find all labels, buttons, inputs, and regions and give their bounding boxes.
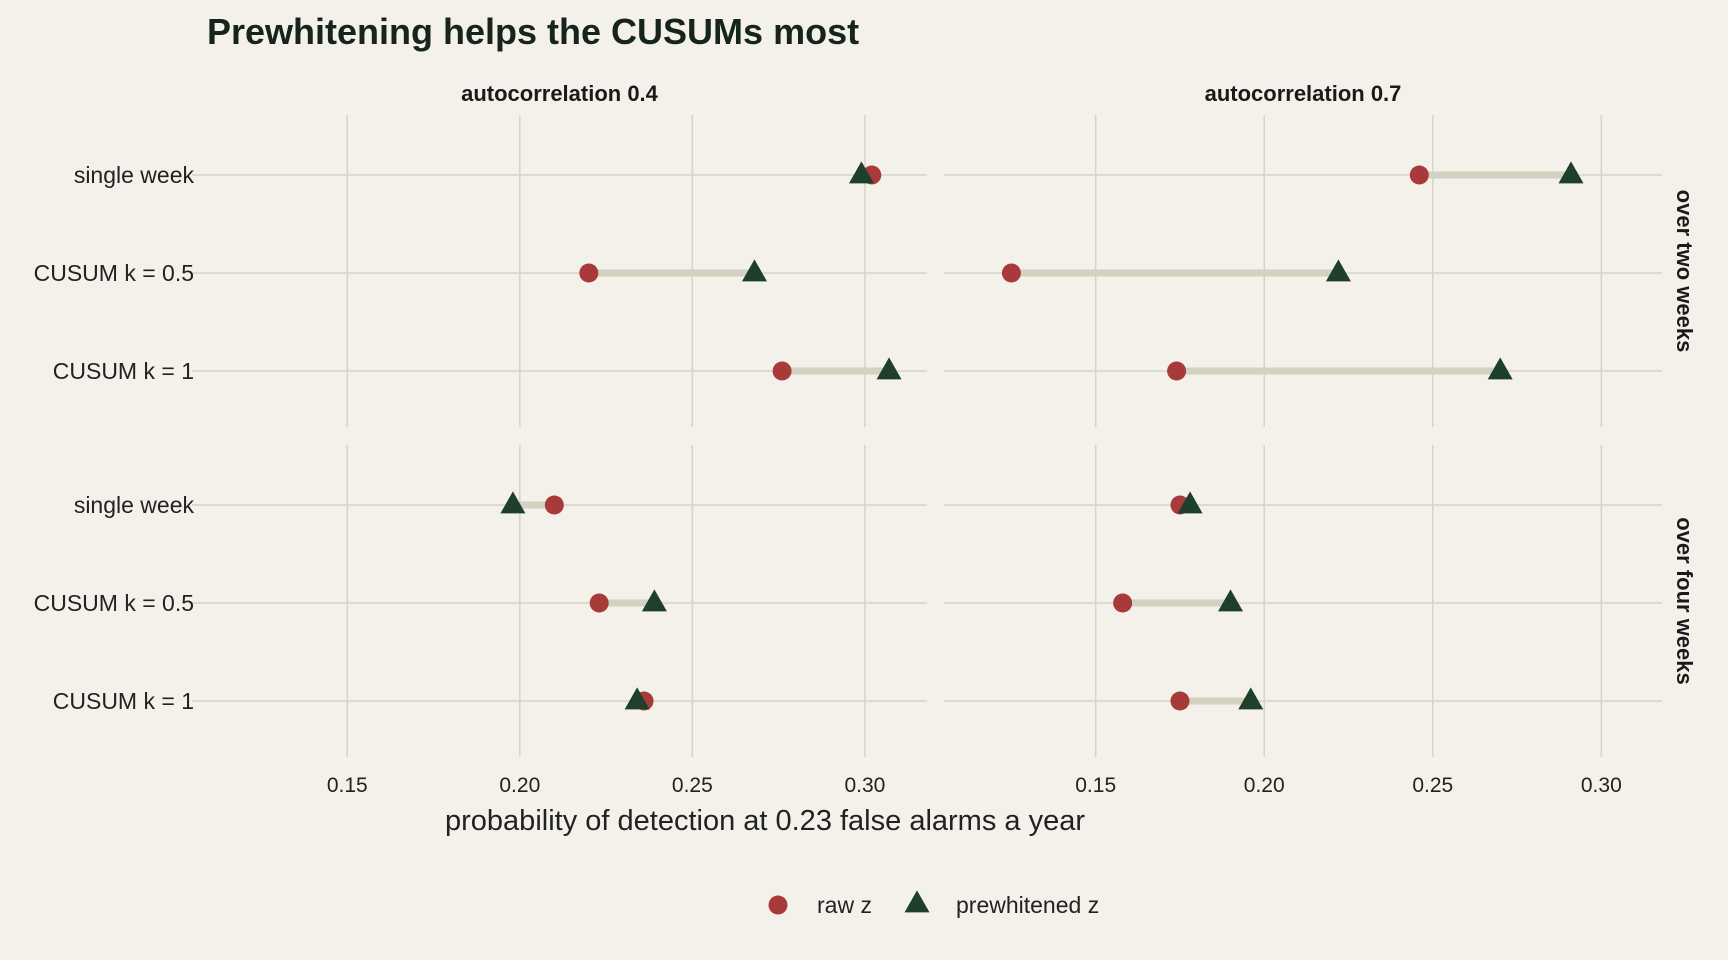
legend: raw z prewhitened z [768, 890, 1099, 918]
prewhitened-z-point [1177, 491, 1203, 514]
category-label: CUSUM k = 1 [53, 688, 194, 714]
prewhitened-z-point [848, 161, 874, 184]
raw-z-point [544, 495, 564, 515]
prewhitened-z-point [876, 357, 902, 380]
facet-panels: single week CUSUM k = 0.5 CUSUM k = 1 singl… [34, 81, 1698, 797]
raw-z-point [1170, 691, 1190, 711]
row-facet-label-1: over four weeks [1672, 517, 1697, 685]
legend-prewhitened-z-marker [904, 890, 930, 913]
x-tick-label-c1-2: 0.25 [1412, 774, 1453, 797]
raw-z-point [579, 263, 599, 283]
category-label: CUSUM k = 1 [53, 358, 194, 384]
category-label: CUSUM k = 0.5 [34, 590, 194, 616]
prewhitened-z-point [1558, 161, 1584, 184]
legend-prewhitened-z-label: prewhitened z [956, 892, 1099, 918]
prewhitened-z-point [1325, 259, 1351, 282]
x-tick-label-c0-2: 0.25 [672, 774, 713, 797]
raw-z-point [1167, 361, 1187, 381]
column-facet-label-0: autocorrelation 0.4 [461, 81, 659, 106]
x-tick-label-c0-1: 0.20 [499, 774, 540, 797]
raw-z-point [772, 361, 792, 381]
prewhitened-z-point [1487, 357, 1513, 380]
legend-raw-z-marker [768, 895, 788, 915]
category-label: single week [74, 162, 195, 188]
column-facet-label-1: autocorrelation 0.7 [1205, 81, 1402, 106]
raw-z-point [589, 593, 609, 613]
chart-title: Prewhitening helps the CUSUMs most [207, 11, 859, 52]
legend-raw-z-label: raw z [817, 892, 872, 918]
x-tick-label-c0-3: 0.30 [844, 774, 885, 797]
category-label: single week [74, 492, 195, 518]
x-tick-label-c1-3: 0.30 [1581, 774, 1622, 797]
prewhitened-z-point [1238, 687, 1264, 710]
raw-z-point [1409, 165, 1429, 185]
prewhitened-z-point [1218, 589, 1244, 612]
x-tick-label-c1-0: 0.15 [1075, 774, 1116, 797]
raw-z-point [1113, 593, 1133, 613]
prewhitened-z-point [500, 491, 526, 514]
x-axis-label: probability of detection at 0.23 false a… [445, 805, 1085, 837]
raw-z-point [1001, 263, 1021, 283]
row-facet-label-0: over two weeks [1672, 190, 1697, 353]
x-tick-label-c0-0: 0.15 [327, 774, 368, 797]
prewhitened-z-point [741, 259, 767, 282]
x-tick-label-c1-1: 0.20 [1244, 774, 1285, 797]
category-label: CUSUM k = 0.5 [34, 260, 194, 286]
prewhitened-z-point [641, 589, 667, 612]
prewhitened-z-point [624, 687, 650, 710]
